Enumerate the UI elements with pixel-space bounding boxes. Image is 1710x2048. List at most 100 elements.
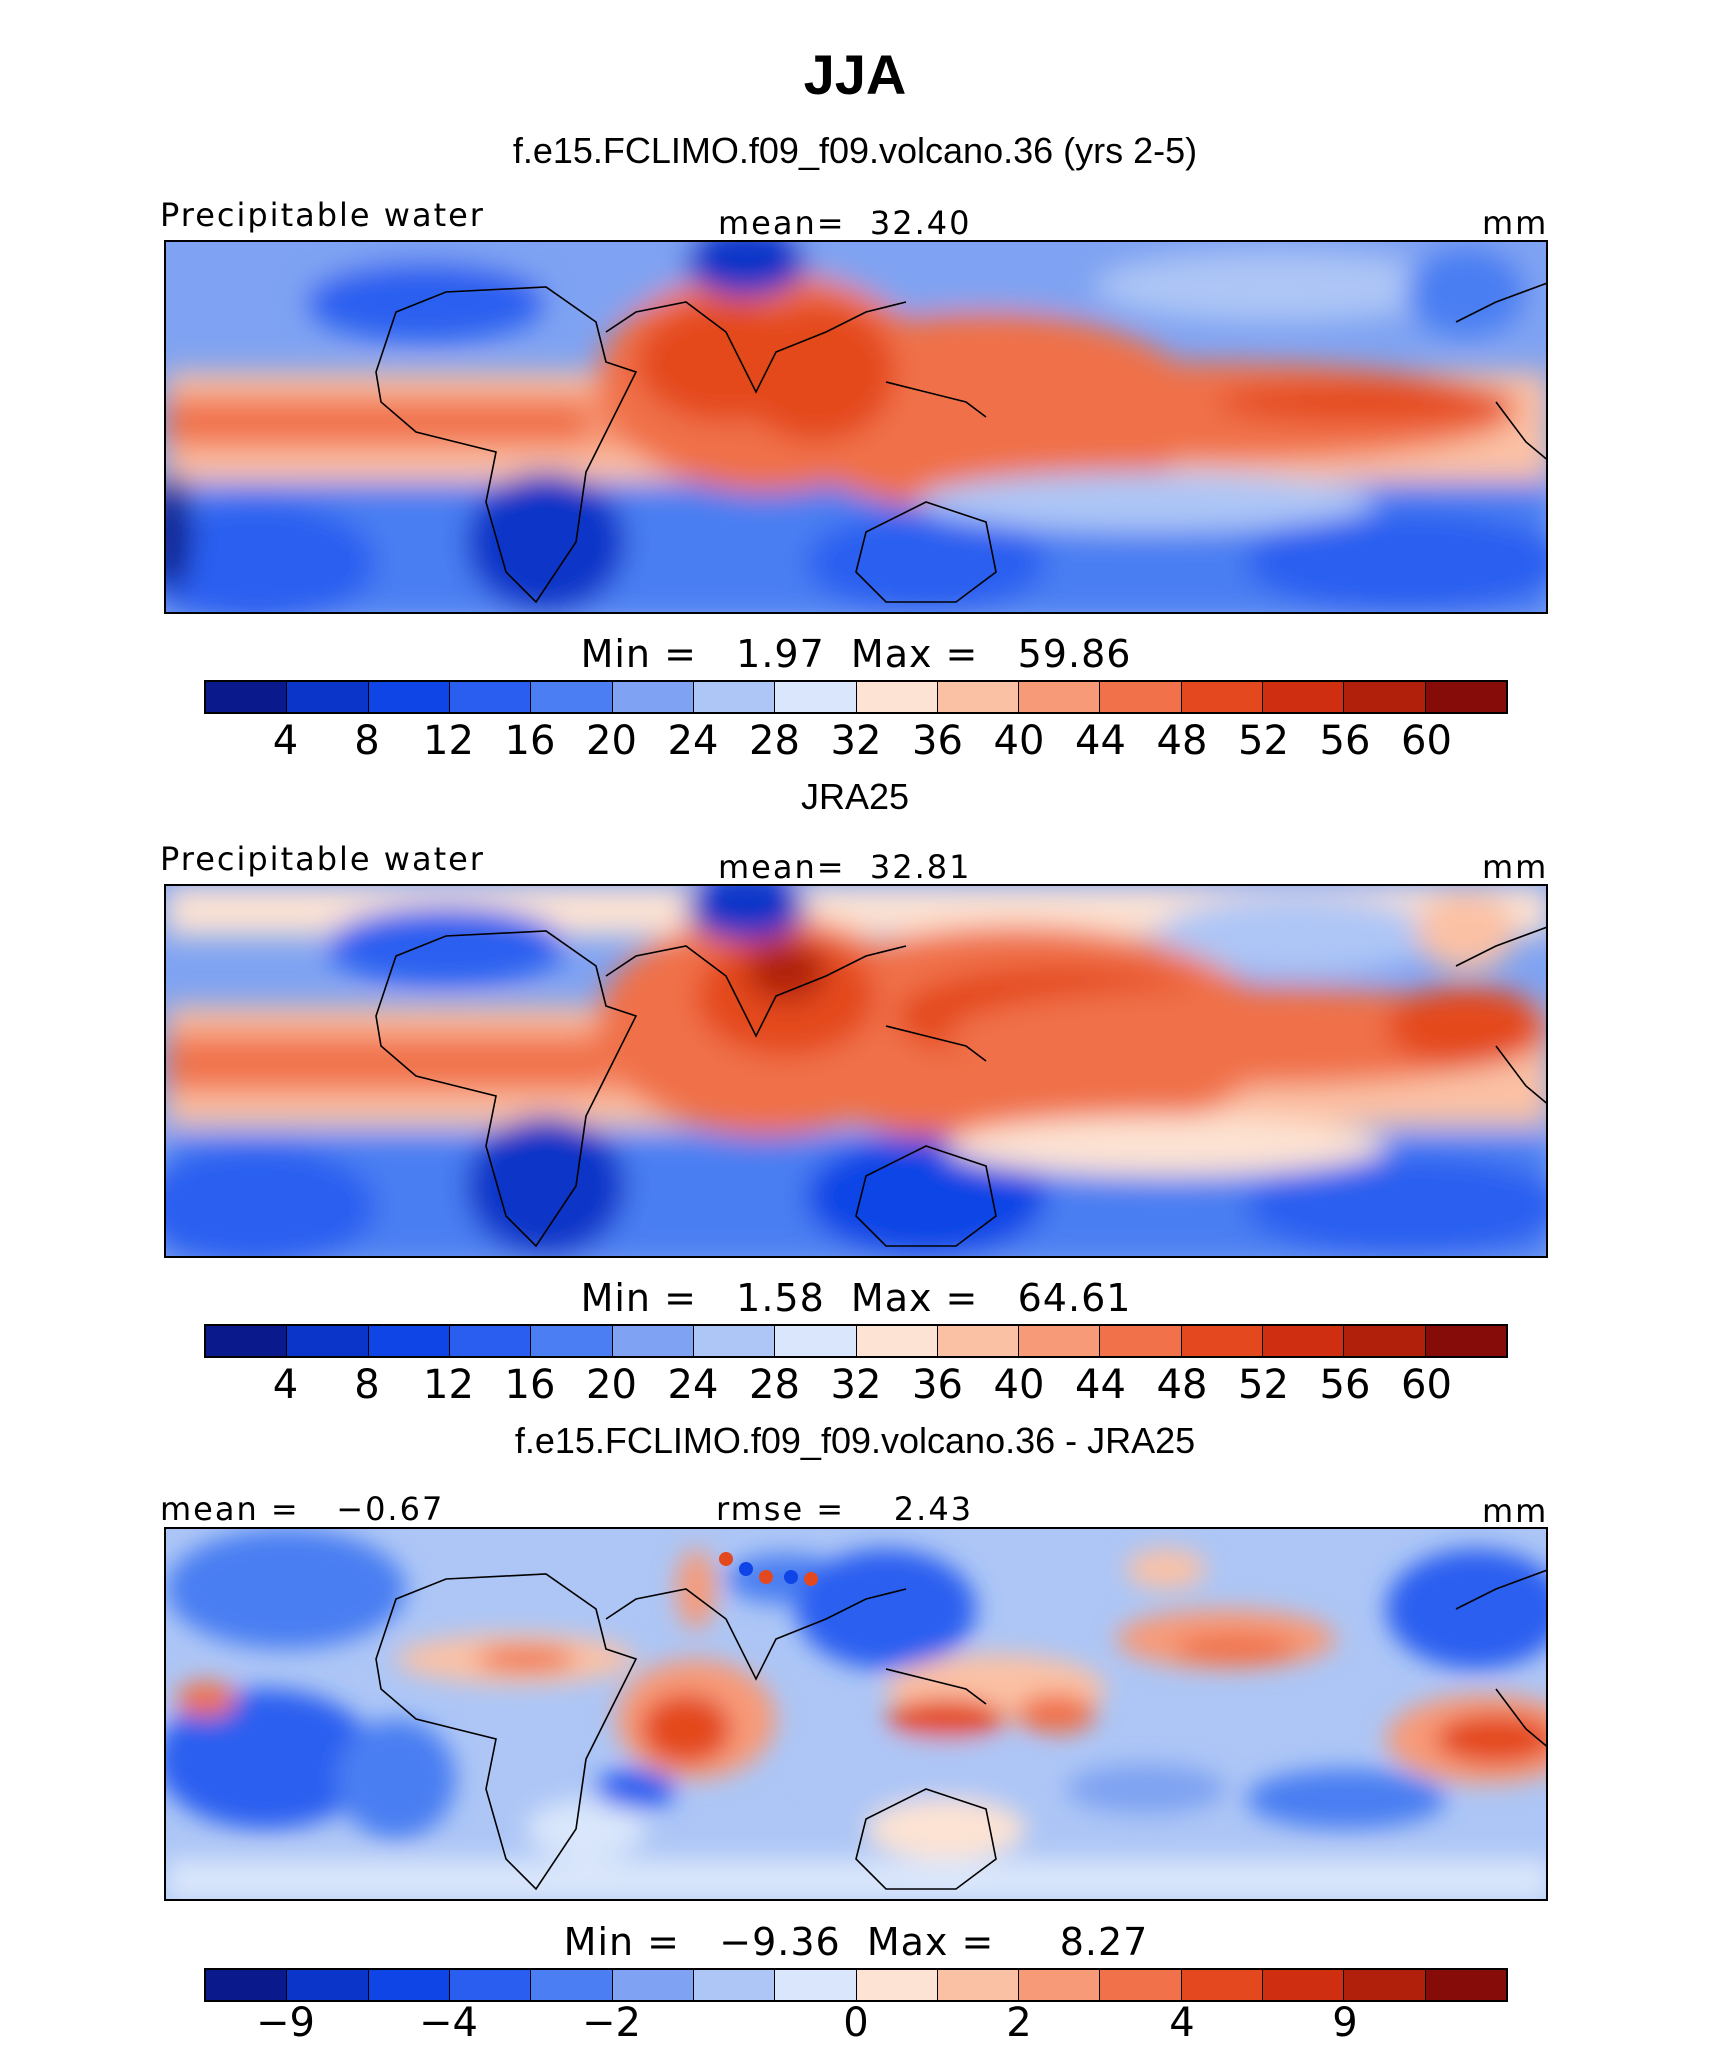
colorbar-cell <box>612 1970 694 2000</box>
panel-3-map-field <box>166 1529 1546 1899</box>
panel-3-colorbar-ticks: −9 −4 −2 0 2 4 9 <box>0 2000 1710 2048</box>
colorbar-cell <box>856 1326 938 1356</box>
colorbar-cell <box>1100 1326 1182 1356</box>
colorbar-tick-label: −4 <box>419 2000 478 2046</box>
colorbar-cell <box>1019 682 1101 712</box>
colorbar-tick-label: 28 <box>749 718 800 764</box>
colorbar-tick-label: 4 <box>272 718 299 764</box>
colorbar-tick-label: 20 <box>586 718 637 764</box>
colorbar-cell <box>693 682 776 712</box>
colorbar-cell <box>1181 1970 1264 2000</box>
colorbar-cell <box>368 1326 450 1356</box>
panel-2-colorbar-ticks: 4 8 12 16 20 24 28 32 36 40 44 48 52 56 60 <box>0 1362 1710 1410</box>
colorbar-cell <box>1181 1326 1264 1356</box>
panel-3-mean-label: mean = −0.67 <box>160 1490 445 1528</box>
colorbar-cell <box>1344 1326 1426 1356</box>
colorbar-cell <box>612 1326 694 1356</box>
colorbar-cell <box>693 1326 776 1356</box>
colorbar-cell <box>449 1970 532 2000</box>
colorbar-cell <box>693 1970 776 2000</box>
colorbar-cell <box>531 682 613 712</box>
colorbar-tick-label: 40 <box>993 718 1045 764</box>
colorbar-cell <box>937 1970 1020 2000</box>
colorbar-tick-label: 52 <box>1238 1362 1289 1408</box>
colorbar-cell <box>612 682 694 712</box>
colorbar-tick-label: 44 <box>1075 718 1126 764</box>
colorbar-cell <box>1263 1970 1345 2000</box>
colorbar-tick-label: 8 <box>354 1362 380 1408</box>
panel-2-mean-label: mean= 32.81 <box>718 848 972 886</box>
colorbar-tick-label: 32 <box>830 718 882 764</box>
colorbar-cell <box>775 1970 857 2000</box>
panel-1-colorbar <box>204 680 1508 714</box>
colorbar-cell <box>1100 682 1182 712</box>
colorbar-cell <box>206 1326 288 1356</box>
colorbar-tick-label: 28 <box>749 1362 800 1408</box>
colorbar-tick-label: 36 <box>912 1362 963 1408</box>
colorbar-tick-label: 4 <box>1169 2000 1195 2046</box>
colorbar-cell <box>449 682 532 712</box>
colorbar-cell <box>368 1970 450 2000</box>
colorbar-cell <box>775 1326 857 1356</box>
panel-2-title: JRA25 <box>800 776 910 817</box>
panel-1-map-field <box>166 242 1546 612</box>
colorbar-tick-label: 60 <box>1401 1362 1452 1408</box>
colorbar-tick-label: 8 <box>354 718 380 764</box>
panel-1-units-label: mm <box>1482 204 1549 242</box>
panel-2-map <box>164 884 1548 1258</box>
colorbar-tick-label: 56 <box>1319 718 1371 764</box>
panel-3-map <box>164 1527 1548 1901</box>
colorbar-tick-label: 12 <box>423 718 474 764</box>
colorbar-tick-label: 44 <box>1075 1362 1126 1408</box>
colorbar-cell <box>856 682 938 712</box>
colorbar-cell <box>1181 682 1264 712</box>
colorbar-cell <box>775 682 857 712</box>
colorbar-tick-label: 16 <box>504 718 556 764</box>
colorbar-cell <box>1425 1326 1506 1356</box>
colorbar-cell <box>1425 1970 1506 2000</box>
panel-3-colorbar <box>204 1968 1508 2002</box>
panel-3-minmax: Min = −9.36 Max = 8.27 <box>563 1920 1149 1964</box>
colorbar-tick-label: 48 <box>1156 1362 1208 1408</box>
colorbar-tick-label: 24 <box>667 1362 719 1408</box>
colorbar-tick-label: 36 <box>912 718 963 764</box>
colorbar-cell <box>449 1326 532 1356</box>
colorbar-cell <box>287 682 369 712</box>
panel-1-colorbar-ticks: 4 8 12 16 20 24 28 32 36 40 44 48 52 56 60 <box>0 718 1710 766</box>
panel-2-minmax: Min = 1.58 Max = 64.61 <box>580 1276 1132 1320</box>
colorbar-cell <box>287 1326 369 1356</box>
colorbar-tick-label: 48 <box>1156 718 1208 764</box>
colorbar-tick-label: −2 <box>582 2000 641 2046</box>
panel-1-minmax: Min = 1.97 Max = 59.86 <box>580 632 1132 676</box>
colorbar-cell <box>937 1326 1020 1356</box>
colorbar-cell <box>1425 682 1506 712</box>
colorbar-tick-label: 2 <box>1006 2000 1032 2046</box>
panel-1-map <box>164 240 1548 614</box>
panel-1-left-label: Precipitable water <box>160 196 485 234</box>
panel-3-units-label: mm <box>1482 1492 1549 1530</box>
colorbar-tick-label: −9 <box>256 2000 315 2046</box>
panel-2-units-label: mm <box>1482 848 1549 886</box>
panel-3-title: f.e15.FCLIMO.f09_f09.volcano.36 - JRA25 <box>514 1420 1196 1461</box>
colorbar-tick-label: 40 <box>993 1362 1045 1408</box>
colorbar-cell <box>1019 1326 1101 1356</box>
colorbar-cell <box>937 682 1020 712</box>
colorbar-cell <box>287 1970 369 2000</box>
colorbar-cell <box>368 682 450 712</box>
panel-1-mean-label: mean= 32.40 <box>718 204 972 242</box>
colorbar-tick-label: 9 <box>1332 2000 1358 2046</box>
figure-title: JJA <box>803 43 907 106</box>
colorbar-tick-label: 56 <box>1319 1362 1371 1408</box>
colorbar-cell <box>1344 682 1426 712</box>
colorbar-tick-label: 4 <box>272 1362 299 1408</box>
colorbar-cell <box>1263 1326 1345 1356</box>
colorbar-cell <box>206 682 288 712</box>
colorbar-tick-label: 20 <box>586 1362 637 1408</box>
colorbar-tick-label: 12 <box>423 1362 474 1408</box>
panel-2-map-field <box>166 886 1546 1256</box>
colorbar-tick-label: 24 <box>667 718 719 764</box>
colorbar-tick-label: 52 <box>1238 718 1289 764</box>
panel-3-rmse-label: rmse = 2.43 <box>716 1490 974 1528</box>
colorbar-tick-label: 16 <box>504 1362 556 1408</box>
colorbar-cell <box>1344 1970 1426 2000</box>
